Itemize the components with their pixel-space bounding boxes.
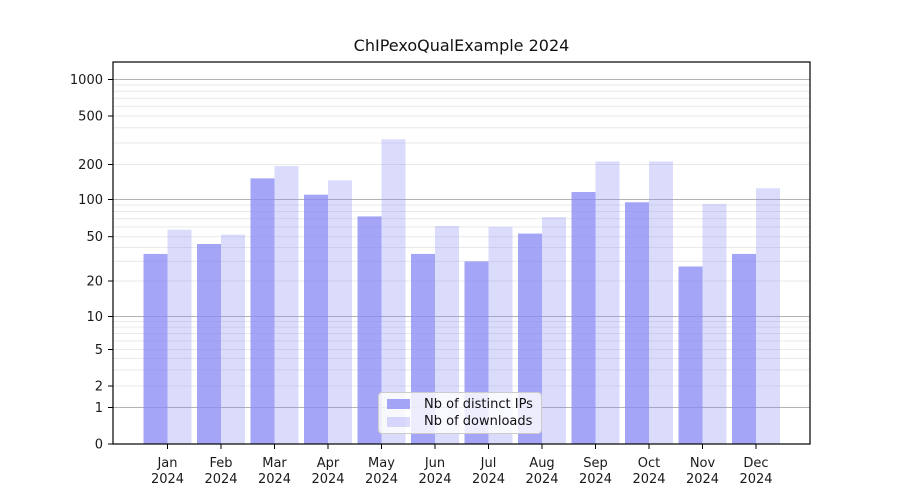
x-tick-label-year-apr: 2024 <box>311 472 344 487</box>
bar-dec-distinct-ips <box>732 253 756 444</box>
y-tick-label-200: 200 <box>78 158 103 173</box>
legend-swatch-downloads-icon <box>387 416 410 427</box>
x-tick-label-jan: Jan <box>156 456 177 471</box>
legend-item-distinct-ips: Nb of distinct IPs <box>379 396 541 412</box>
bar-jan-downloads <box>167 229 192 444</box>
bar-apr-distinct-ips <box>304 194 328 444</box>
bar-mar-distinct-ips <box>250 178 275 445</box>
legend-label-distinct-ips: Nb of distinct IPs <box>424 396 533 412</box>
x-tick-label-year-oct: 2024 <box>632 472 665 487</box>
y-tick-label-2: 2 <box>95 380 103 395</box>
x-tick-label-aug: Aug <box>529 456 554 471</box>
x-tick-label-year-may: 2024 <box>365 472 398 487</box>
bar-sep-distinct-ips <box>571 192 596 444</box>
y-tick-label-10: 10 <box>86 310 103 325</box>
bar-mar-downloads <box>274 166 299 444</box>
x-tick-label-jun: Jun <box>424 456 445 471</box>
x-tick-label-year-sep: 2024 <box>579 472 612 487</box>
bar-nov-distinct-ips <box>678 266 703 444</box>
x-tick-label-year-nov: 2024 <box>686 472 719 487</box>
x-tick-label-year-mar: 2024 <box>258 472 291 487</box>
x-tick-label-year-jul: 2024 <box>472 472 505 487</box>
bar-feb-downloads <box>221 234 245 444</box>
bar-apr-downloads <box>328 180 352 444</box>
x-tick-label-year-aug: 2024 <box>525 472 558 487</box>
legend: Nb of distinct IPs Nb of downloads <box>378 392 542 434</box>
x-tick-label-nov: Nov <box>690 456 716 471</box>
plot-frame <box>112 61 811 445</box>
x-tick-label-year-jun: 2024 <box>418 472 451 487</box>
legend-swatch-distinct-ips-icon <box>387 399 410 410</box>
x-tick-label-may: May <box>368 456 395 471</box>
x-tick-label-year-feb: 2024 <box>204 472 237 487</box>
chart-title: ChIPexoQualExample 2024 <box>353 36 570 55</box>
y-tick-label-50: 50 <box>86 230 103 245</box>
legend-label-downloads: Nb of downloads <box>424 414 533 430</box>
y-tick-label-0: 0 <box>95 438 103 453</box>
x-tick-label-apr: Apr <box>317 456 340 471</box>
y-tick-label-500: 500 <box>78 110 103 125</box>
bar-oct-distinct-ips <box>625 202 649 444</box>
bar-nov-downloads <box>702 203 727 444</box>
y-tick-label-1: 1 <box>95 401 103 416</box>
x-tick-label-year-jan: 2024 <box>151 472 184 487</box>
y-tick-label-5: 5 <box>95 343 103 358</box>
y-tick-label-20: 20 <box>86 275 103 290</box>
x-tick-label-oct: Oct <box>638 456 660 471</box>
bar-sep-downloads <box>595 161 620 445</box>
y-tick-label-1000: 1000 <box>70 73 103 88</box>
x-tick-label-dec: Dec <box>743 456 768 471</box>
x-tick-label-mar: Mar <box>262 456 287 471</box>
x-tick-label-jul: Jul <box>480 456 497 471</box>
bar-feb-distinct-ips <box>197 243 221 444</box>
bar-dec-downloads <box>756 188 780 444</box>
bar-aug-downloads <box>542 217 566 444</box>
y-tick-label-100: 100 <box>78 193 103 208</box>
bar-jan-distinct-ips <box>143 253 168 444</box>
bar-oct-downloads <box>649 161 673 445</box>
x-tick-label-year-dec: 2024 <box>739 472 772 487</box>
x-tick-label-sep: Sep <box>583 456 608 471</box>
legend-item-downloads: Nb of downloads <box>379 414 541 430</box>
bar-may-distinct-ips <box>357 216 382 444</box>
x-tick-label-feb: Feb <box>209 456 232 471</box>
